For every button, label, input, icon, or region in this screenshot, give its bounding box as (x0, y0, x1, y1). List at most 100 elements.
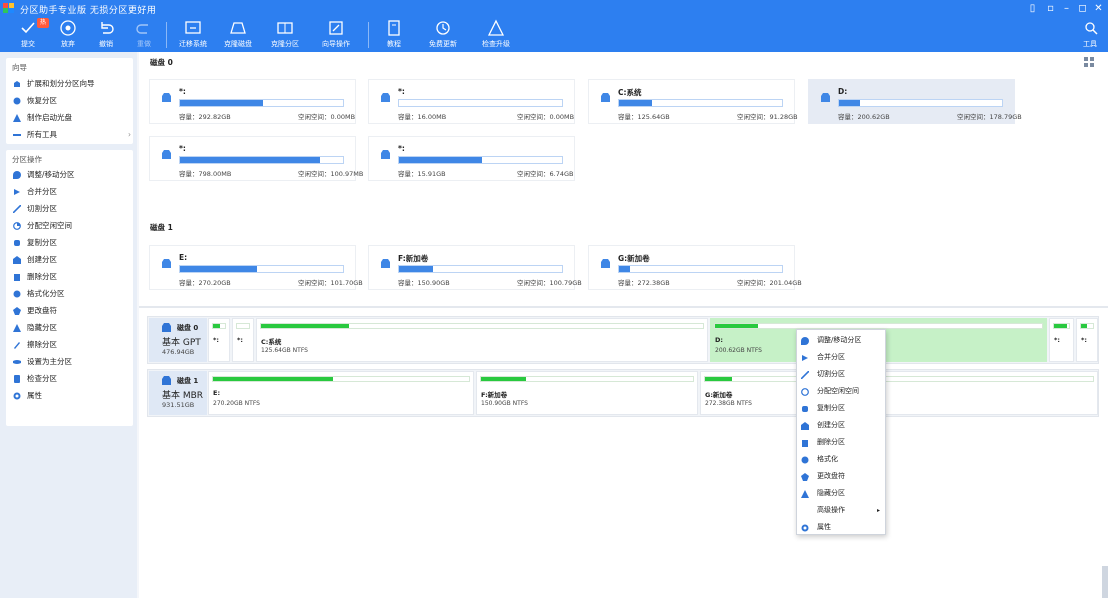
feedback-icon[interactable]: ▯ (1029, 3, 1036, 14)
sidebar-item-resize[interactable]: 调整/移动分区 (13, 167, 131, 183)
context-menu-item[interactable]: 删除分区 (797, 434, 885, 451)
maximize-icon[interactable]: ◻ (1078, 3, 1087, 14)
partition-capacity: 容量：270.20GB (179, 279, 231, 287)
context-menu-item[interactable]: 创建分区 (797, 417, 885, 434)
discard-button[interactable]: 放弃 (56, 19, 80, 51)
resize-icon (13, 171, 21, 179)
hot-badge: 热 (37, 18, 49, 28)
context-menu-item[interactable]: 高级操作 ▸ (797, 502, 885, 519)
partition-card[interactable]: D: 容量：200.62GB 空闲空间：178.79GB (808, 79, 1022, 124)
wizard-panel: 向导 扩展和划分分区向导 恢复分区 制作启动光盘 所有工具 › (6, 58, 133, 144)
redo-icon (136, 24, 148, 34)
wizard-ops-button[interactable]: 向导操作 (320, 19, 352, 51)
free-update-button[interactable]: 免费更新 (427, 19, 459, 51)
clone-partition-icon (277, 22, 293, 34)
segment-usage-fill (705, 377, 733, 381)
context-menu-item[interactable]: 调整/移动分区 (797, 332, 885, 349)
partition-card[interactable]: *: 容量：292.82GB 空闲空间：0.00MB (149, 79, 356, 124)
disk-map-header[interactable]: 磁盘 1 基本 MBR 931.51GB (149, 371, 207, 415)
partition-card[interactable]: *: 容量：16.00MB 空闲空间：0.00MB (368, 79, 575, 124)
segment-usage-fill (261, 324, 350, 328)
disk-map-segment[interactable]: G:新加卷 272.38GB NTFS (700, 371, 1098, 415)
disk-map-segment[interactable]: *: (1049, 318, 1074, 362)
context-menu-item[interactable]: 合并分区 (797, 349, 885, 366)
partition-card[interactable]: F:新加卷 容量：150.90GB 空闲空间：100.79GB (368, 245, 582, 290)
usage-fill (619, 266, 631, 272)
context-menu-item[interactable]: 格式化 (797, 451, 885, 468)
partition-capacity: 容量：125.64GB (618, 113, 670, 121)
partition-card[interactable]: C:系统 容量：125.64GB 空闲空间：91.28GB (588, 79, 798, 124)
clone-partition-button[interactable]: 克隆分区 (269, 19, 301, 51)
segment-usage-bar (1053, 323, 1070, 329)
migrate-os-button[interactable]: 迁移系统 (177, 19, 209, 51)
context-menu-item[interactable]: 复制分区 (797, 400, 885, 417)
sidebar-item-recover-partition[interactable]: 恢复分区 (13, 93, 131, 109)
context-menu-item[interactable]: 属性 (797, 519, 885, 536)
disk-map-segment[interactable]: *: (1076, 318, 1098, 362)
check-upgrade-button[interactable]: 检查升级 (480, 19, 512, 51)
context-menu-item[interactable]: 分配空闲空间 (797, 383, 885, 400)
allocate-icon (13, 222, 21, 230)
discard-icon (60, 20, 76, 36)
minimize-icon[interactable]: – (1064, 3, 1069, 14)
redo-button[interactable]: 重做 (132, 19, 156, 51)
usage-fill (399, 157, 483, 163)
check-icon (21, 22, 35, 34)
close-icon[interactable]: ✕ (1094, 3, 1103, 14)
sidebar-item-merge[interactable]: 合并分区 (13, 184, 131, 200)
partition-card[interactable]: G:新加卷 容量：272.38GB 空闲空间：201.04GB (588, 245, 802, 290)
context-menu-item[interactable]: 更改盘符 (797, 468, 885, 485)
segment-name: G:新加卷 (705, 391, 733, 399)
partition-icon (601, 93, 610, 102)
sidebar-item-all-tools[interactable]: 所有工具 › (13, 127, 131, 143)
sidebar-item-copy[interactable]: 复制分区 (13, 235, 131, 251)
sidebar-item-set-primary[interactable]: 设置为主分区 (13, 354, 131, 370)
sidebar-item-drive-letter[interactable]: 更改盘符 (13, 303, 131, 319)
scrollbar[interactable] (1102, 566, 1108, 598)
disk-map-segment[interactable]: *: (208, 318, 230, 362)
sidebar-item-check[interactable]: 检查分区 (13, 371, 131, 387)
sidebar-item-hide[interactable]: 隐藏分区 (13, 320, 131, 336)
sidebar-item-boot-disk[interactable]: 制作启动光盘 (13, 110, 131, 126)
commit-button[interactable]: 提交 (16, 19, 40, 51)
sidebar-item-create[interactable]: 创建分区 (13, 252, 131, 268)
disk-map-segment[interactable]: E: 270.20GB NTFS (208, 371, 474, 415)
disk-map-segment[interactable]: C:系统 125.64GB NTFS (256, 318, 708, 362)
partition-capacity: 容量：272.38GB (618, 279, 670, 287)
merge-icon (14, 189, 20, 195)
tools-button[interactable]: 工具 (1080, 19, 1100, 51)
partition-ops-panel: 分区操作 调整/移动分区 合并分区 切割分区 分配空闲空间 复制分区 创建分区 … (6, 150, 133, 426)
app-logo-icon (3, 3, 14, 13)
sidebar-item-split[interactable]: 切割分区 (13, 201, 131, 217)
restore-icon[interactable]: ▫ (1047, 3, 1054, 14)
all-tools-icon (13, 134, 21, 136)
sidebar-item-wipe[interactable]: 擦除分区 (13, 337, 131, 353)
partition-card[interactable]: E: 容量：270.20GB 空闲空间：101.70GB (149, 245, 363, 290)
tutorial-button[interactable]: 教程 (382, 19, 406, 51)
context-menu-item[interactable]: 隐藏分区 (797, 485, 885, 502)
disk-map-header[interactable]: 磁盘 0 基本 GPT 476.94GB (149, 318, 207, 362)
section-divider (139, 306, 1108, 308)
disk-map-segment[interactable]: F:新加卷 150.90GB NTFS (476, 371, 698, 415)
advanced-icon (801, 507, 809, 515)
segment-usage-bar (212, 323, 226, 329)
usage-fill (180, 266, 257, 272)
sidebar-item-delete[interactable]: 删除分区 (13, 269, 131, 285)
disk-map-segment[interactable]: *: (232, 318, 254, 362)
sidebar-item-format[interactable]: 格式化分区 (13, 286, 131, 302)
sidebar-item-expand-wizard[interactable]: 扩展和划分分区向导 (13, 76, 131, 92)
undo-button[interactable]: 撤销 (94, 19, 118, 51)
segment-name: F:新加卷 (481, 391, 508, 399)
sidebar-item-allocate[interactable]: 分配空闲空间 (13, 218, 131, 234)
usage-bar (179, 156, 344, 164)
view-toggle-icon[interactable] (1084, 57, 1094, 67)
context-menu-item[interactable]: 切割分区 (797, 366, 885, 383)
segment-size: 150.90GB NTFS (481, 400, 528, 407)
segment-usage-bar (260, 323, 704, 329)
partition-card[interactable]: *: 容量：15.91GB 空闲空间：6.74GB (368, 136, 575, 181)
sidebar-item-properties[interactable]: 属性 (13, 388, 131, 404)
clone-disk-button[interactable]: 克隆磁盘 (222, 19, 254, 51)
partition-card[interactable]: *: 容量：798.00MB 空闲空间：100.97MB (149, 136, 363, 181)
toolbar-divider (368, 22, 369, 48)
disk-icon (162, 376, 171, 385)
